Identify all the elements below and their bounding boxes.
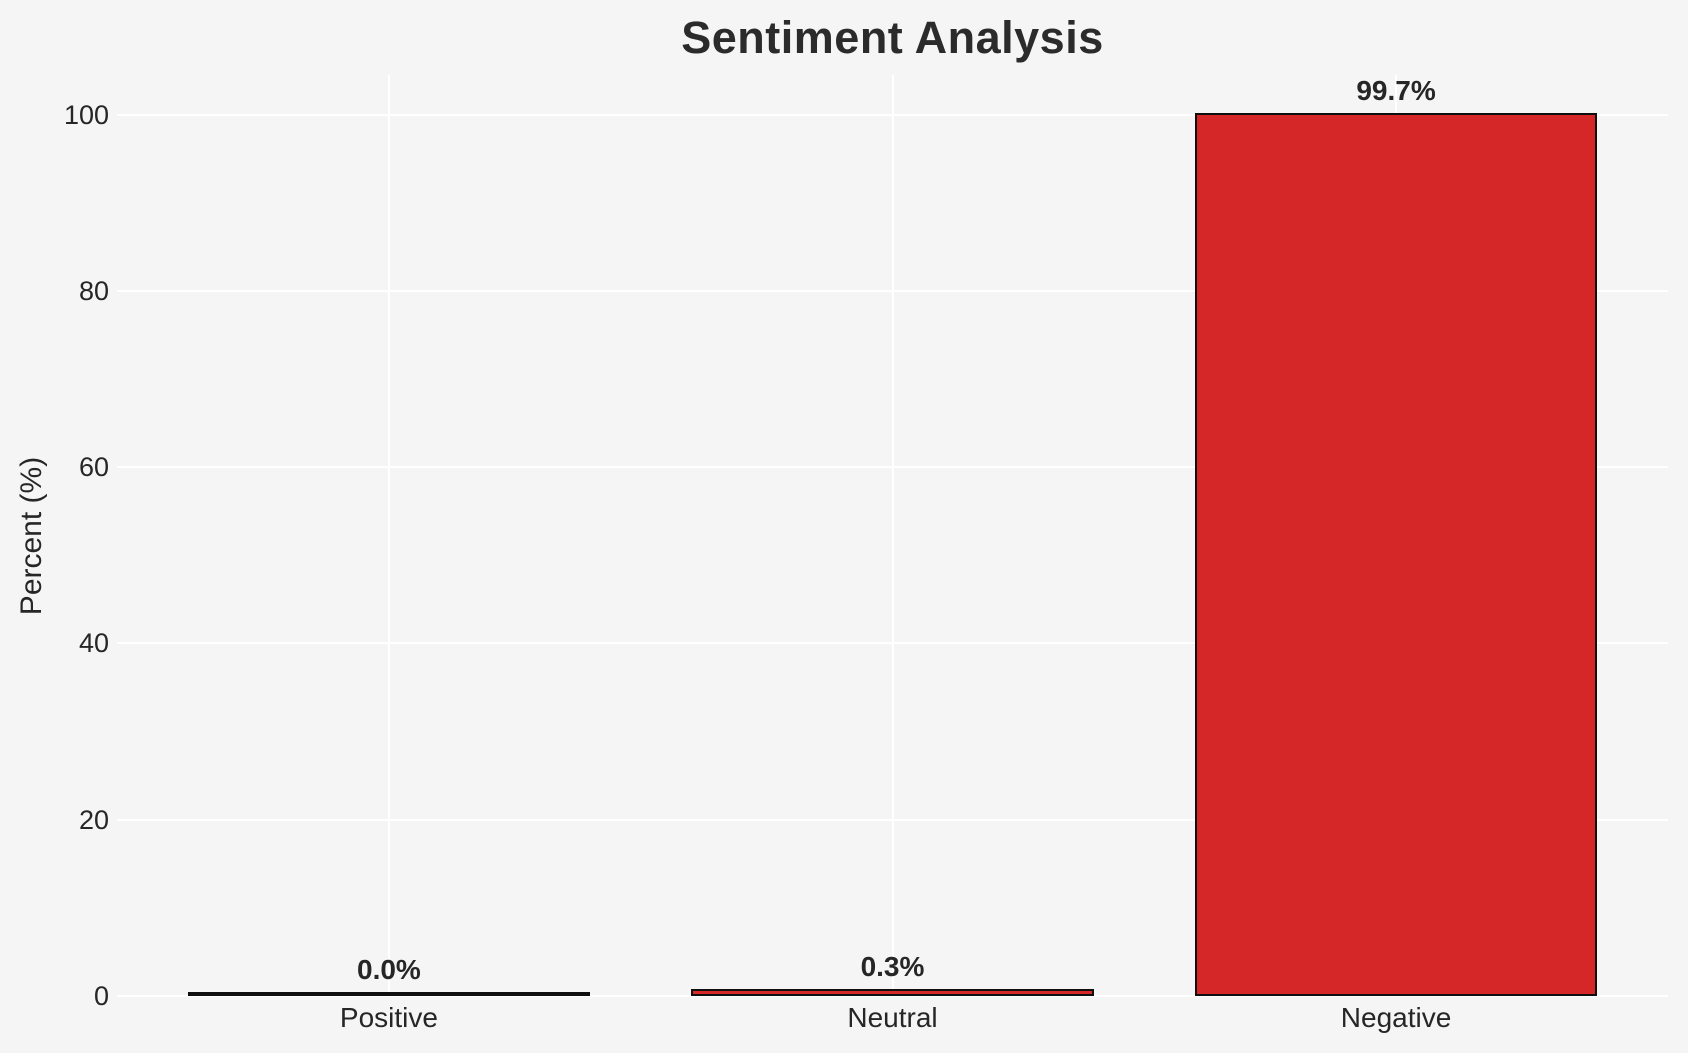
chart-title: Sentiment Analysis <box>681 12 1104 63</box>
bar-value-label: 0.0% <box>357 954 421 985</box>
y-tick-label: 80 <box>78 275 109 306</box>
x-tick-label: Positive <box>339 1002 438 1033</box>
x-tick-label: Negative <box>1340 1002 1452 1033</box>
y-tick-label: 40 <box>78 628 109 659</box>
x-tick-label: Neutral <box>847 1002 938 1033</box>
y-tick-label: 60 <box>78 452 109 483</box>
bar-positive <box>187 992 591 996</box>
y-tick-label: 20 <box>78 804 109 835</box>
bar-value-label: 99.7% <box>1356 75 1436 107</box>
y-tick-label: 100 <box>63 99 109 130</box>
bar-value-label: 0.3% <box>860 951 925 983</box>
bar-neutral <box>691 989 1094 996</box>
y-tick-label: 0 <box>93 981 109 1011</box>
bar-negative <box>1194 113 1598 996</box>
